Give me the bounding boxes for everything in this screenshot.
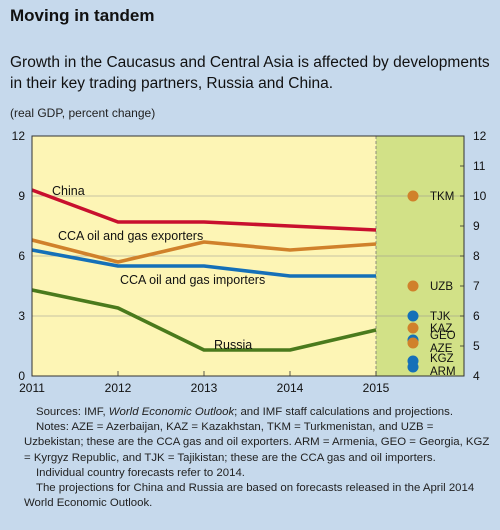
dot-label-kaz: KAZ bbox=[430, 323, 452, 335]
dot-label-kgz: KGZ bbox=[430, 353, 454, 365]
dot-label-uzb: UZB bbox=[430, 281, 453, 293]
dot-aze bbox=[407, 337, 419, 349]
chart-title: Moving in tandem bbox=[10, 6, 155, 25]
country-forecast-note: Individual country forecasts refer to 20… bbox=[36, 466, 245, 479]
sources-italic: World Economic Outlook bbox=[108, 406, 235, 418]
dot-label-aze: AZE bbox=[430, 343, 453, 355]
gridlines bbox=[32, 136, 464, 376]
chart-subtitle: Growth in the Caucasus and Central Asia … bbox=[10, 54, 490, 92]
y-right-tick-6: 6 bbox=[473, 309, 480, 323]
x-tick-2011: 2011 bbox=[19, 381, 45, 395]
y-right-tick-11: 11 bbox=[473, 159, 486, 173]
y-right-tick-8: 8 bbox=[473, 249, 480, 263]
x-tick-2014: 2014 bbox=[277, 381, 304, 395]
y-right-tick-7: 7 bbox=[473, 279, 480, 293]
dot-label-geo: GEO bbox=[430, 330, 456, 342]
abbreviations-note: Notes: AZE = Azerbaijan, KAZ = Kazakhsta… bbox=[24, 421, 490, 464]
series-line-3 bbox=[31, 288, 377, 352]
y-right-tick-9: 9 bbox=[473, 219, 480, 233]
axes: 0 3 6 9 12 4 5 6 7 8 9 10 11 12 2011 2012 2013 2014 2015 bbox=[12, 129, 487, 395]
series-line-2 bbox=[31, 248, 376, 278]
dot-tjk bbox=[407, 310, 419, 322]
x-tick-2012: 2012 bbox=[105, 381, 132, 395]
series-lines bbox=[31, 188, 377, 352]
series-line-0 bbox=[31, 188, 377, 232]
x-tick-2013: 2013 bbox=[191, 381, 218, 395]
projections-note: The projections for China and Russia are… bbox=[24, 482, 475, 510]
line-chart: China CCA oil and gas exporters CCA oil … bbox=[12, 129, 487, 395]
sources-note: Sources: IMF, World Economic Outlook; an… bbox=[36, 406, 453, 418]
series-label-russia: Russia bbox=[214, 338, 252, 352]
series-labels: China CCA oil and gas exporters CCA oil … bbox=[52, 184, 265, 352]
series-label-exporters: CCA oil and gas exporters bbox=[58, 229, 203, 243]
y-left-tick-9: 9 bbox=[18, 189, 25, 203]
y-left-tick-12: 12 bbox=[12, 129, 26, 143]
y-right-tick-12: 12 bbox=[473, 129, 487, 143]
dot-label-arm: ARM bbox=[430, 366, 456, 378]
y-left-tick-3: 3 bbox=[18, 309, 25, 323]
unit-note: (real GDP, percent change) bbox=[10, 106, 156, 120]
series-label-china: China bbox=[52, 184, 85, 198]
dot-uzb bbox=[407, 280, 419, 292]
y-left-tick-0: 0 bbox=[18, 369, 25, 383]
x-tick-2015: 2015 bbox=[363, 381, 390, 395]
dot-label-tjk: TJK bbox=[430, 311, 451, 323]
dot-label-tkm: TKM bbox=[430, 191, 454, 203]
series-label-importers: CCA oil and gas importers bbox=[120, 273, 265, 287]
dot-tkm bbox=[407, 190, 419, 202]
y-right-tick-4: 4 bbox=[473, 369, 480, 383]
y-left-tick-6: 6 bbox=[18, 249, 25, 263]
series-line-1 bbox=[31, 238, 377, 264]
y-right-tick-5: 5 bbox=[473, 339, 480, 353]
dot-kaz bbox=[407, 322, 419, 334]
dot-arm bbox=[407, 361, 419, 373]
source-notes: Sources: IMF, World Economic Outlook; an… bbox=[24, 405, 490, 511]
y-right-tick-10: 10 bbox=[473, 189, 487, 203]
